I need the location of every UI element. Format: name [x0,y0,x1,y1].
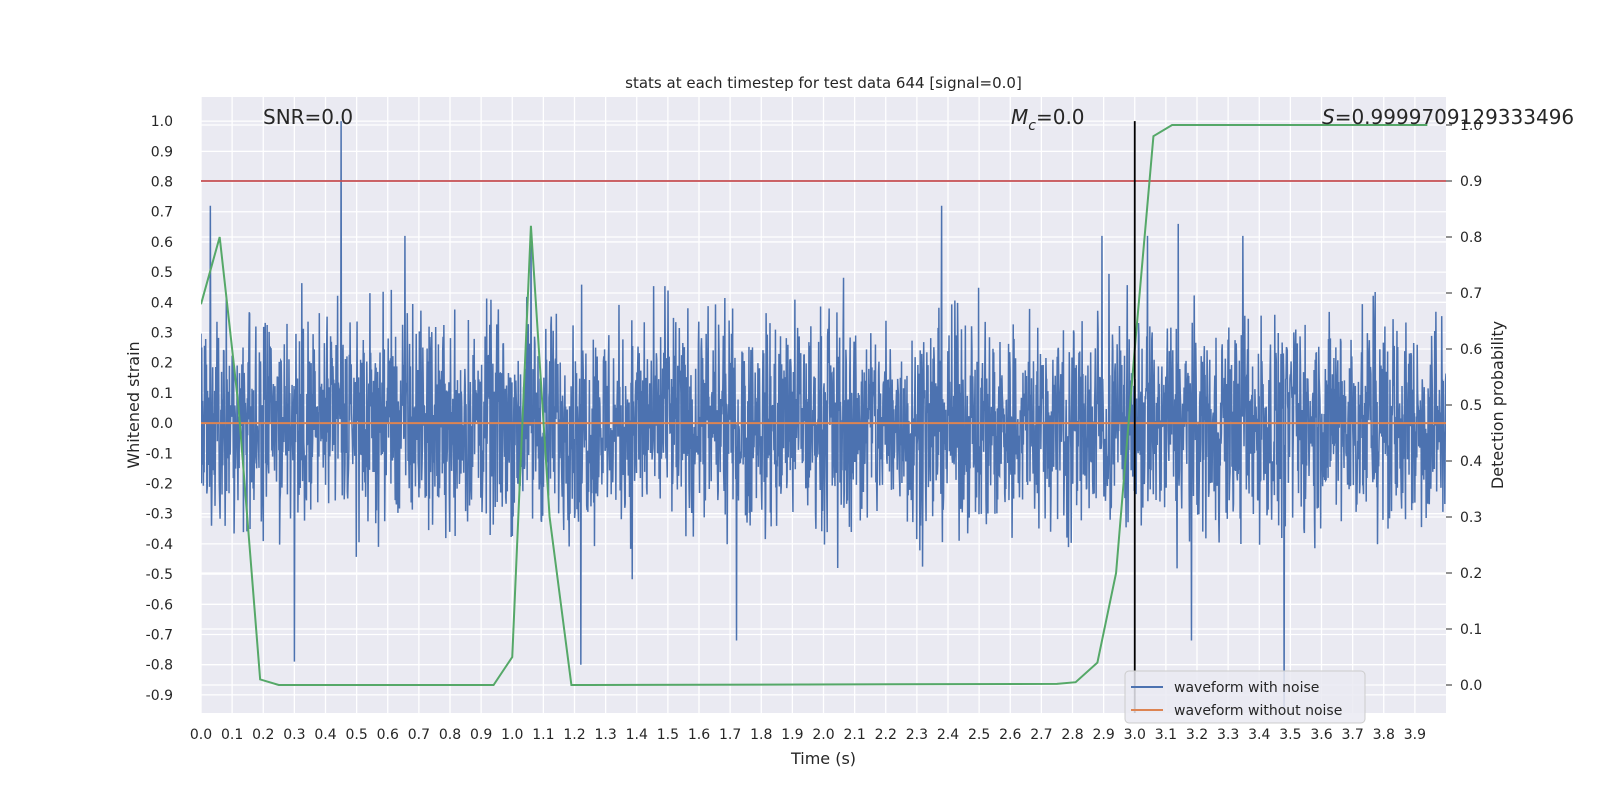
y-tick-label: 0.6 [151,235,173,251]
x-tick-label: 1.1 [532,727,554,743]
x-tick-label: 3.0 [1124,727,1146,743]
x-tick-label: 2.7 [1030,727,1052,743]
y-tick-label: -0.6 [146,597,173,613]
x-tick-label: 2.5 [968,727,990,743]
y-tick-label: 0.7 [151,205,173,221]
x-tick-label: 1.2 [563,727,585,743]
x-tick-label: 1.0 [501,727,523,743]
x-tick-label: 1.6 [688,727,710,743]
x-tick-label: 3.4 [1248,727,1270,743]
legend: waveform with noise waveform without nois… [1124,670,1366,724]
x-axis-label: Time (s) [790,749,856,768]
y2-tick-label: 0.5 [1460,398,1482,414]
y-tick-label: 0.5 [151,265,173,281]
s-symbol: S [1322,105,1335,129]
s-annotation: S=0.9999709129333496 [1322,105,1574,129]
x-tick-label: 2.4 [937,727,959,743]
y2-tick-label: 0.9 [1460,174,1482,190]
y-tick-label: 0.3 [151,326,173,342]
x-tick-label: 3.3 [1217,727,1239,743]
legend-label: waveform with noise [1174,680,1319,696]
y2-tick-label: 0.4 [1460,454,1482,470]
y2-tick-label: 0.7 [1460,286,1482,302]
x-tick-label: 0.4 [314,727,336,743]
y-tick-label: -0.2 [146,477,173,493]
y-tick-label: -0.4 [146,537,173,553]
x-tick-label: 0.7 [408,727,430,743]
x-tick-label: 1.9 [781,727,803,743]
y-tick-label: 0.8 [151,175,173,191]
x-tick-label: 2.3 [906,727,928,743]
y-tick-label: -0.7 [146,627,173,643]
y2-axis-label: Detection probability [1488,321,1507,489]
mc-symbol: M [1011,105,1028,129]
s-value: =0.9999709129333496 [1335,105,1574,129]
y-tick-label: 0.9 [151,144,173,160]
annotations: SNR=0.0 Mc=0.0 S=0.9999709129333496 [263,105,1574,134]
x-tick-label: 1.4 [626,727,648,743]
y2-tick-label: 1.0 [1460,118,1482,134]
x-tick-label: 2.1 [843,727,865,743]
y-tick-label: 0.0 [151,416,173,432]
x-tick-label: 1.5 [657,727,679,743]
series-waveform-with-noise [201,121,1446,710]
x-tick-label: 3.1 [1155,727,1177,743]
x-tick-label: 3.9 [1404,727,1426,743]
x-tick-label: 2.2 [875,727,897,743]
x-tick-label: 3.6 [1310,727,1332,743]
x-tick-label: 2.0 [812,727,834,743]
x-tick-label: 3.2 [1186,727,1208,743]
x-tick-label: 0.5 [345,727,367,743]
x-tick-label: 3.5 [1279,727,1301,743]
axes-labels: Time (s) Whitened strain Detection proba… [124,321,1507,768]
y-axis-label: Whitened strain [124,341,143,468]
x-tick-label: 0.9 [470,727,492,743]
legend-box [1124,670,1366,724]
mc-value: =0.0 [1036,105,1085,129]
x-tick-label: 1.7 [719,727,741,743]
x-tick-label: 2.6 [999,727,1021,743]
y-tick-label: -0.5 [146,567,173,583]
mc-subscript: c [1028,118,1036,134]
snr-annotation: SNR=0.0 [263,105,353,129]
y2-tick-label: 0.1 [1460,622,1482,638]
y-tick-label: 0.4 [151,295,173,311]
x-tick-label: 0.0 [190,727,212,743]
x-tick-label: 3.7 [1341,727,1363,743]
x-tick-label: 2.8 [1061,727,1083,743]
x-tick-label: 2.9 [1092,727,1114,743]
mc-annotation: Mc=0.0 [1011,105,1085,134]
y-tick-label: 0.1 [151,386,173,402]
legend-label: waveform without noise [1174,703,1342,719]
y2-tick-label: 0.0 [1460,678,1482,694]
y-tick-label: 1.0 [151,114,173,130]
y-tick-label: 0.2 [151,356,173,372]
x-tick-label: 0.3 [283,727,305,743]
y2-tick-label: 0.3 [1460,510,1482,526]
x-tick-label: 0.1 [221,727,243,743]
y-tick-label: -0.8 [146,658,173,674]
y2-tick-label: 0.2 [1460,566,1482,582]
x-tick-label: 0.2 [252,727,274,743]
y2-tick-label: 0.8 [1460,230,1482,246]
chart-title: stats at each timestep for test data 644… [625,74,1022,92]
y-tick-label: -0.9 [146,688,173,704]
y-tick-label: -0.1 [146,446,173,462]
y2-tick-label: 0.6 [1460,342,1482,358]
y-tick-label: -0.3 [146,507,173,523]
x-tick-label: 0.6 [377,727,399,743]
x-tick-label: 1.8 [750,727,772,743]
x-tick-label: 3.8 [1373,727,1395,743]
x-tick-label: 0.8 [439,727,461,743]
x-tick-label: 1.3 [594,727,616,743]
